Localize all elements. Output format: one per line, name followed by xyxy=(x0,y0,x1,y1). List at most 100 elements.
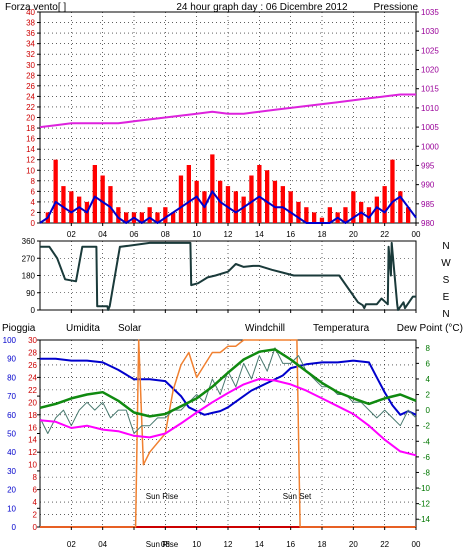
rain-tick-label: 0 xyxy=(33,523,38,532)
rain-tick-label: 14 xyxy=(28,436,37,445)
x-tick-label: 18 xyxy=(318,230,327,239)
wind-tick-label: 40 xyxy=(26,8,35,17)
pressure-tick-label: 1035 xyxy=(421,8,439,17)
humidity-tick-label: 70 xyxy=(7,392,16,401)
wind-speed-bar xyxy=(288,191,293,223)
wind-speed-bar xyxy=(327,207,332,223)
x-tick-label: 08 xyxy=(161,540,170,549)
x-tick-label: 16 xyxy=(286,230,295,239)
x-tick-label: 02 xyxy=(67,230,76,239)
wind-speed-bar xyxy=(92,165,97,223)
temperature-tick-label: -4 xyxy=(423,437,431,446)
wind-tick-label: 12 xyxy=(26,156,35,165)
x-tick-label: 22 xyxy=(380,540,389,549)
wind-speed-bar xyxy=(139,212,144,223)
compass-w: W xyxy=(441,258,451,269)
pressure-tick-label: 1025 xyxy=(421,46,439,55)
wind-direction-line xyxy=(40,241,416,311)
humidity-tick-label: 50 xyxy=(7,430,16,439)
x-tick-label: 14 xyxy=(255,230,264,239)
temperature-tick-label: -2 xyxy=(423,422,431,431)
solar-title: Solar xyxy=(118,323,142,334)
rain-tick-label: 6 xyxy=(33,486,38,495)
wind-speed-bar xyxy=(225,186,231,223)
wind-tick-label: 16 xyxy=(26,135,35,144)
wind-speed-label: Forza vento xyxy=(5,2,58,13)
temperature-title: Temperatura xyxy=(313,323,370,334)
wind-speed-title: Forza vento[ ] xyxy=(5,2,66,13)
rain-tick-label: 2 xyxy=(33,511,38,520)
x-tick-label: 18 xyxy=(318,540,327,549)
wind-speed-bar xyxy=(390,159,395,223)
rain-tick-label: 4 xyxy=(33,498,38,507)
wind-speed-bar xyxy=(351,191,356,223)
sun-rise-label: Sun Rise xyxy=(146,492,179,501)
wind-speed-unit: [ ] xyxy=(58,2,67,13)
x-tick-label: 04 xyxy=(98,230,107,239)
wind-speed-bar xyxy=(69,191,74,223)
x-tick-label: 12 xyxy=(224,540,233,549)
wind-speed-bar xyxy=(155,212,160,223)
wind-speed-bar xyxy=(296,201,301,223)
dew-point-title: Dew Point (°C) xyxy=(397,323,463,334)
wind-tick-label: 22 xyxy=(26,103,35,112)
compass-n-bottom: N xyxy=(442,309,449,320)
x-tick-label: 10 xyxy=(192,540,201,549)
x-tick-label: 04 xyxy=(98,540,107,549)
wind-tick-label: 10 xyxy=(26,166,35,175)
wind-speed-bar xyxy=(319,217,325,223)
x-tick-label: 06 xyxy=(130,230,139,239)
chart-title: 24 hour graph day : 06 Dicembre 2012 xyxy=(176,2,348,13)
wind-speed-bar xyxy=(61,186,66,223)
wind-speed-bar xyxy=(265,170,270,224)
rain-tick-label: 28 xyxy=(28,348,37,357)
compass-n-top: N xyxy=(442,241,449,252)
temperature-tick-label: 2 xyxy=(426,391,431,400)
rain-tick-label: 20 xyxy=(28,398,37,407)
wind-speed-bar xyxy=(171,212,176,223)
x-tick-label: 20 xyxy=(349,230,358,239)
wind-speed-bar xyxy=(343,207,348,223)
humidity-tick-label: 80 xyxy=(7,373,16,382)
wind-speed-bar xyxy=(233,191,238,223)
wind-tick-label: 8 xyxy=(31,177,36,186)
x-tick-label: 20 xyxy=(349,540,358,549)
wind-speed-bar xyxy=(77,196,82,223)
x-tick-label: 14 xyxy=(255,540,264,549)
humidity-tick-label: 40 xyxy=(7,448,16,457)
humidity-tick-label: 100 xyxy=(3,336,17,345)
pressure-tick-label: 1000 xyxy=(421,142,439,151)
temperature-tick-label: -14 xyxy=(418,515,430,524)
compass-s: S xyxy=(443,275,450,286)
wind-tick-label: 20 xyxy=(26,114,35,123)
direction-tick-label: 180 xyxy=(22,272,36,281)
wind-tick-label: 0 xyxy=(31,219,36,228)
temperature-tick-label: 8 xyxy=(426,344,431,353)
umidita-line xyxy=(40,357,417,416)
sun-rise-tick-label: Sun Rise xyxy=(146,540,179,549)
pressure-tick-label: 985 xyxy=(421,200,435,209)
pressure-title: Pressione xyxy=(374,2,419,13)
wind-speed-bar xyxy=(116,207,121,223)
solar-line xyxy=(40,339,416,528)
temperature-tick-label: 4 xyxy=(426,375,431,384)
wind-speed-bar xyxy=(374,196,379,223)
temperature-tick-label: -6 xyxy=(423,453,431,462)
rain-tick-label: 24 xyxy=(28,373,37,382)
x-tick-label: 22 xyxy=(380,230,389,239)
wind-speed-bar xyxy=(108,186,113,223)
temperature-tick-label: -8 xyxy=(423,468,431,477)
pressure-tick-label: 995 xyxy=(421,161,435,170)
wind-speed-bar xyxy=(312,212,317,223)
temperature-tick-label: -10 xyxy=(418,484,430,493)
direction-tick-label: 0 xyxy=(31,306,36,315)
direction-tick-label: 360 xyxy=(22,237,36,246)
humidity-tick-label: 0 xyxy=(12,523,17,532)
humidity-tick-label: 60 xyxy=(7,411,16,420)
x-tick-label: 16 xyxy=(286,540,295,549)
wind-speed-bar xyxy=(257,165,262,223)
wind-speed-bar xyxy=(280,186,285,223)
pressure-line xyxy=(39,93,416,129)
humidity-tick-label: 30 xyxy=(7,467,16,476)
